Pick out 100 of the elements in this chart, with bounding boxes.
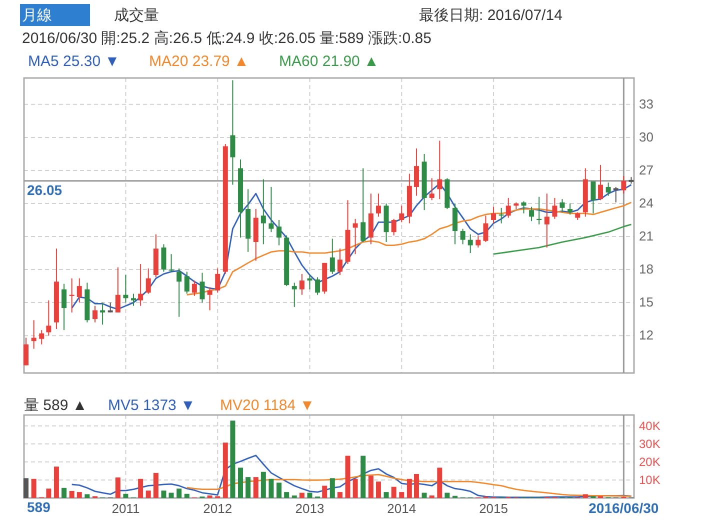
y-tick-label: 30 (639, 129, 654, 144)
bar (406, 478, 412, 498)
x-tick-label: 2012 (203, 501, 232, 516)
candlestick (621, 175, 626, 194)
bar (46, 488, 52, 498)
text: MA60 21.90 ▲ (279, 53, 379, 70)
bar (376, 482, 381, 498)
candlestick (437, 140, 442, 200)
candlestick (307, 274, 312, 290)
bar (391, 486, 396, 498)
candlestick (39, 330, 44, 345)
line-series (71, 454, 632, 498)
candlestick (315, 276, 320, 296)
bar (368, 476, 374, 498)
candlestick (268, 186, 274, 233)
bar (322, 486, 328, 498)
bar (360, 456, 366, 498)
bar (345, 456, 350, 498)
candlestick (483, 215, 488, 243)
candlestick (299, 273, 304, 296)
candlestick (414, 148, 419, 196)
y-tick-label: 24 (639, 195, 654, 210)
ref-line-label: 2016/06/30 (588, 500, 659, 516)
y-tick-label: 20K (639, 454, 660, 469)
candlestick (330, 238, 335, 274)
candlestick (131, 293, 136, 306)
candlestick (184, 271, 190, 294)
bar (292, 495, 297, 498)
text: 成交量 (114, 7, 159, 24)
bar (69, 490, 74, 498)
bar (115, 477, 120, 498)
candlestick (613, 186, 618, 203)
text: MV20 1184 ▼ (220, 397, 315, 414)
candlestick (200, 272, 205, 304)
candlestick (92, 305, 98, 323)
bar (222, 442, 228, 498)
candlestick (215, 268, 220, 294)
bar (582, 494, 588, 498)
x-tick-label: 2013 (295, 501, 324, 516)
bar (444, 492, 450, 498)
candlestick (360, 168, 366, 243)
y-tick-label: 18 (639, 262, 654, 277)
bar (138, 478, 144, 498)
candlestick (276, 219, 282, 246)
candlestick (31, 320, 36, 350)
candlestick (476, 234, 481, 248)
candlestick (161, 244, 166, 272)
bar (146, 490, 151, 498)
text: 月線 (22, 7, 52, 24)
candlestick (352, 218, 358, 255)
text: MV5 1373 ▼ (108, 397, 196, 414)
candlestick (292, 282, 297, 308)
x-tick-label: 2014 (387, 501, 416, 516)
candlestick (598, 164, 604, 201)
bar (31, 478, 36, 498)
text: MA5 25.30 ▼ (28, 53, 120, 70)
candlestick (24, 337, 29, 366)
candlestick (146, 268, 151, 294)
y-tick-label: 40K (639, 418, 660, 433)
bar (123, 494, 128, 498)
bar (260, 472, 266, 498)
bar (253, 477, 258, 498)
candlestick (46, 300, 52, 336)
bar (276, 482, 282, 498)
candlestick (260, 178, 266, 245)
bar (330, 478, 335, 498)
bar (384, 492, 389, 498)
text: 2016/06/30 開:25.2 高:26.5 低:24.9 收:26.05 量:589 漲跌:0.85 (22, 30, 432, 47)
candlestick (452, 202, 458, 245)
candlestick (498, 207, 504, 224)
bar (399, 492, 404, 498)
candlestick (606, 182, 611, 196)
y-tick-label: 15 (639, 294, 654, 310)
candlestick (391, 218, 396, 236)
text: MA20 23.79 ▲ (149, 53, 249, 70)
candlestick (590, 180, 596, 214)
candlestick (521, 200, 526, 214)
candlestick (544, 193, 550, 248)
candlestick (123, 274, 128, 304)
bar (437, 468, 442, 498)
candlestick (62, 283, 67, 331)
candlestick (506, 197, 511, 218)
bar (284, 492, 290, 498)
y-tick-label: 10K (639, 472, 660, 487)
bar (230, 420, 236, 498)
candlestick (536, 196, 542, 225)
bar (307, 492, 312, 498)
bar (24, 478, 29, 498)
text: 量 589 ▲ (24, 397, 88, 414)
y-tick-label: 30K (639, 436, 660, 451)
candlestick (568, 202, 573, 215)
line-series (492, 224, 632, 255)
candlestick (491, 206, 496, 224)
candlestick (399, 205, 404, 223)
bar (429, 495, 434, 498)
bar (161, 490, 166, 498)
y-tick-label: 27 (639, 162, 654, 178)
ref-line-label: 26.05 (27, 182, 62, 198)
candlestick (460, 228, 466, 245)
candlestick (468, 234, 473, 254)
